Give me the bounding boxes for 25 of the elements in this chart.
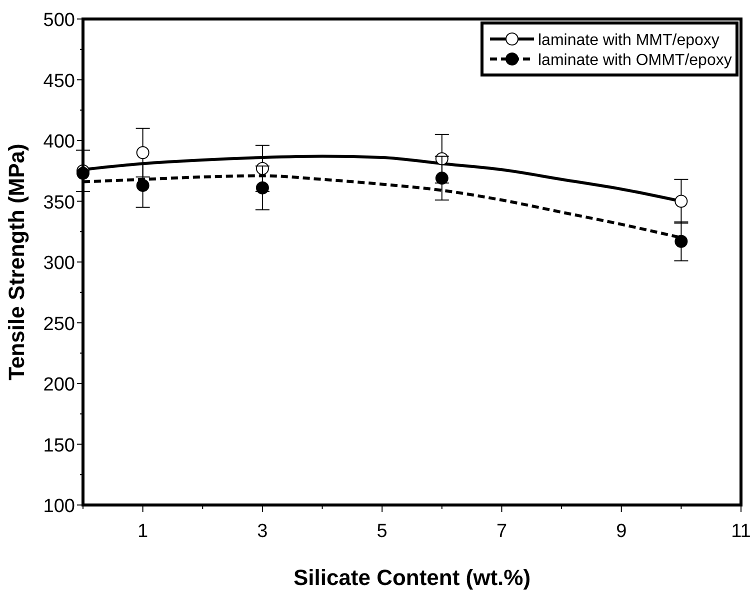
point bbox=[136, 146, 150, 160]
y-tick-label: 500 bbox=[43, 10, 75, 31]
y-tick-label: 250 bbox=[43, 314, 75, 335]
y-tick-label: 450 bbox=[43, 70, 75, 92]
x-tick-label: 5 bbox=[376, 521, 388, 542]
point bbox=[674, 194, 688, 208]
point bbox=[674, 234, 688, 248]
y-tick-label: 350 bbox=[43, 192, 75, 214]
point bbox=[256, 181, 269, 194]
point bbox=[136, 178, 150, 192]
y-axis-title: Tensile Strength (MPa) bbox=[4, 144, 29, 380]
point bbox=[435, 172, 448, 185]
x-tick-label: 1 bbox=[138, 521, 148, 542]
x-tick-label: 11 bbox=[731, 521, 751, 542]
legend-label: laminate with MMT/epoxy bbox=[538, 32, 720, 49]
x-tick-label: 9 bbox=[616, 521, 627, 542]
y-tick-label: 300 bbox=[43, 253, 75, 274]
legend-label: laminate with OMMT/epoxy bbox=[538, 52, 732, 69]
x-tick-label: 7 bbox=[496, 521, 508, 542]
y-tick-label: 100 bbox=[43, 496, 75, 517]
x-tick-label: 3 bbox=[257, 521, 268, 542]
y-tick-label: 150 bbox=[43, 435, 75, 456]
y-tick-label: 400 bbox=[43, 132, 75, 152]
y-tick-label: 200 bbox=[43, 374, 75, 396]
x-axis-title: Silicate Content (wt.%) bbox=[293, 565, 531, 590]
